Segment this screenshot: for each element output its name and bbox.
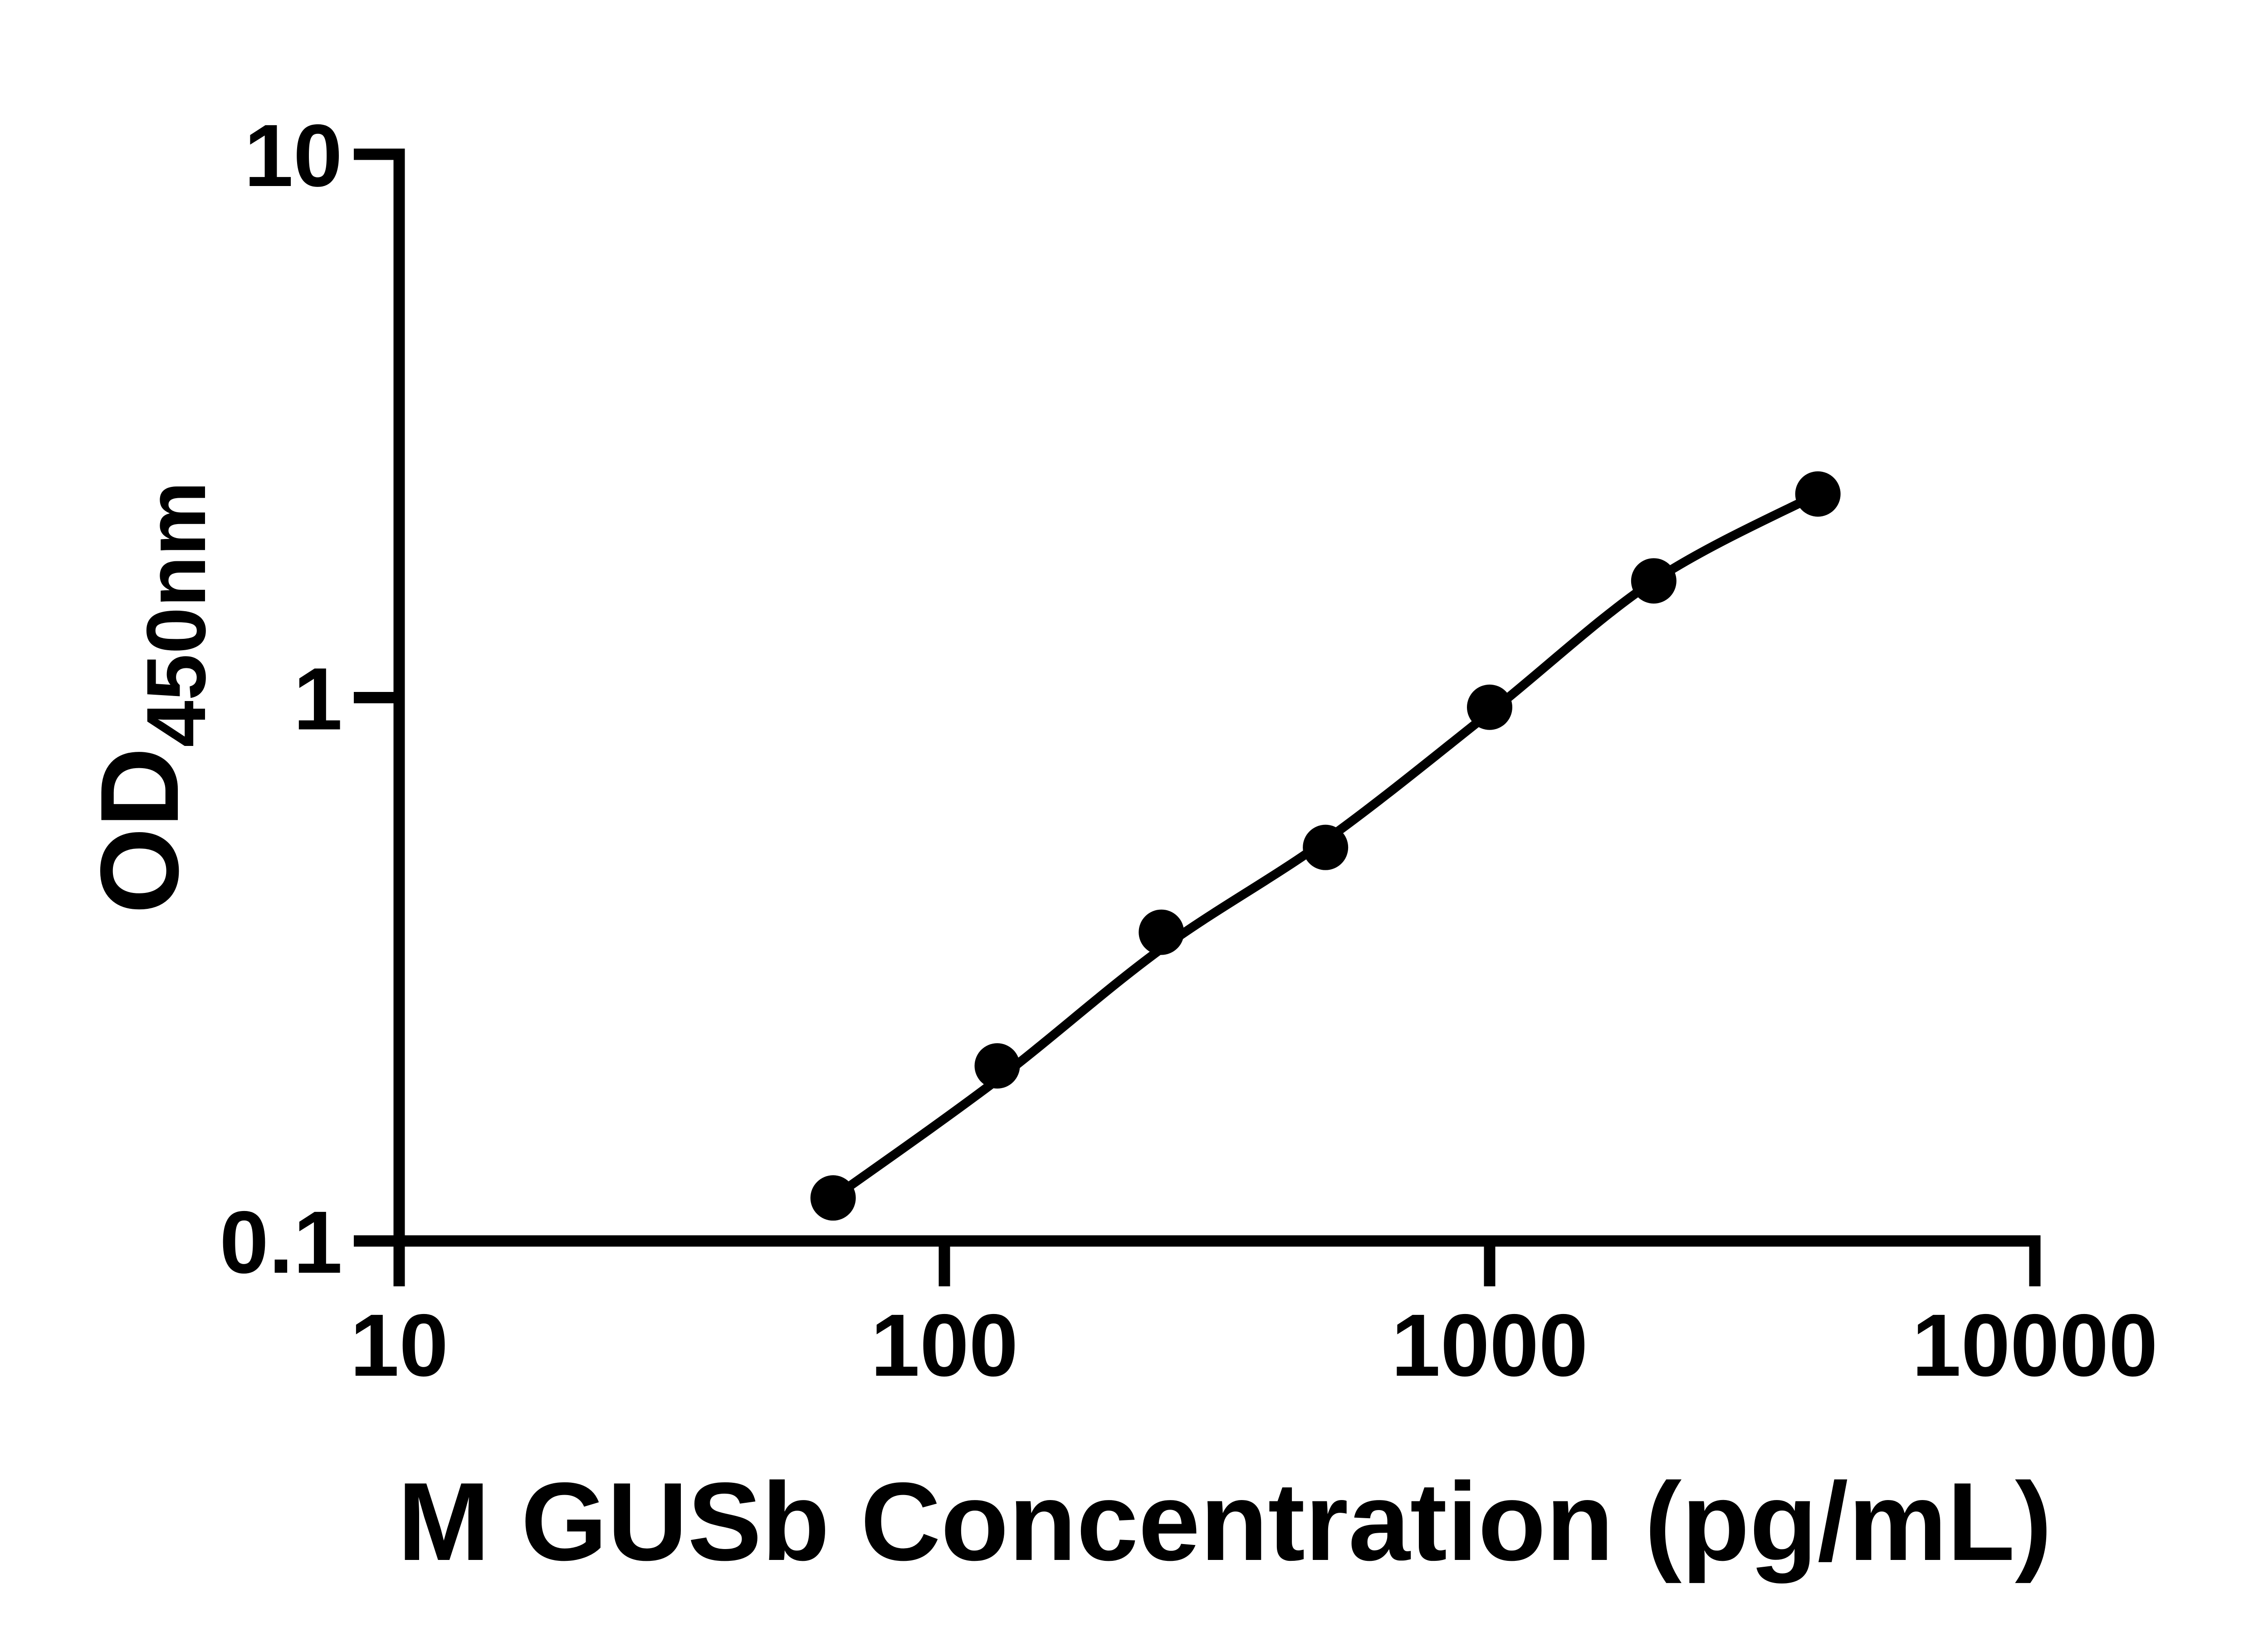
y-tick-label: 10 (244, 106, 342, 205)
y-axis-title-subscript: 450nm (130, 481, 223, 747)
data-point-marker (1139, 909, 1184, 955)
x-tick-label: 10 (350, 1296, 449, 1395)
y-axis-title: OD450nm (77, 481, 223, 914)
x-axis-title: M GUSb Concentration (pg/mL) (397, 1459, 2052, 1584)
x-tick-label: 1000 (1391, 1296, 1588, 1395)
data-point-marker (974, 1043, 1020, 1089)
data-point-marker (1795, 471, 1841, 517)
x-tick-label: 100 (870, 1296, 1018, 1395)
data-point-marker (1467, 684, 1512, 730)
data-point-marker (1631, 558, 1677, 604)
y-tick-label: 1 (293, 650, 342, 749)
data-point-marker (1303, 824, 1349, 870)
x-tick-label: 10000 (1912, 1296, 2158, 1395)
data-point-marker (810, 1175, 856, 1221)
y-tick-label: 0.1 (220, 1193, 342, 1292)
